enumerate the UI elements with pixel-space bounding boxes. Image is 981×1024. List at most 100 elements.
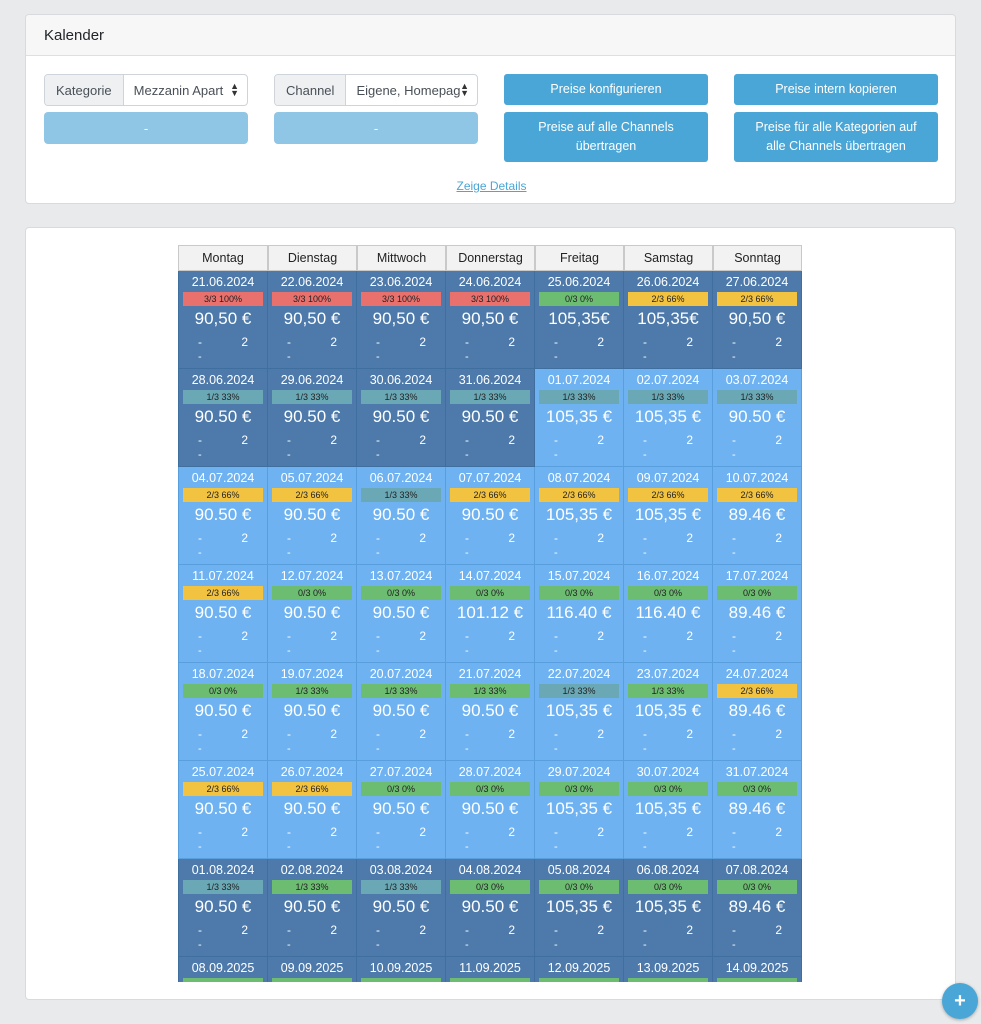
calendar-day-cell[interactable]: 03.07.2024 1/3 33% 90.50 € - 2 - bbox=[713, 369, 802, 467]
day-meta-count: 2 bbox=[419, 825, 426, 839]
day-meta-count: 2 bbox=[686, 923, 693, 937]
calendar-day-cell[interactable]: 01.07.2024 1/3 33% 105,35 € - 2 - bbox=[535, 369, 624, 467]
calendar-day-cell[interactable]: 27.07.2024 0/3 0% 90.50 € - 2 - bbox=[357, 761, 446, 859]
day-price: 90.50 € bbox=[372, 897, 430, 916]
day-sub-dash: - bbox=[287, 351, 291, 363]
calendar-day-cell[interactable]: 02.07.2024 1/3 33% 105,35 € - 2 - bbox=[624, 369, 713, 467]
kategorie-select-group[interactable]: Kategorie Mezzanin Apart ▲ ▼ bbox=[44, 74, 248, 106]
calendar-day-cell[interactable]: 27.06.2024 2/3 66% 90,50 € - 2 - bbox=[713, 271, 802, 369]
zeige-details-link[interactable]: Zeige Details bbox=[456, 179, 527, 193]
calendar-day-cell[interactable]: 16.07.2024 0/3 0% 116.40 € - 2 - bbox=[624, 565, 713, 663]
calendar-day-cell[interactable]: 12.09.2025 bbox=[535, 957, 624, 982]
day-meta-count: 2 bbox=[597, 433, 604, 447]
calendar-day-cell[interactable]: 08.09.2025 bbox=[178, 957, 268, 982]
calendar-day-cell[interactable]: 06.07.2024 1/3 33% 90.50 € - 2 - bbox=[357, 467, 446, 565]
calendar-day-cell[interactable]: 04.08.2024 0/3 0% 90.50 € - 2 - bbox=[446, 859, 535, 957]
day-sub-dash: - bbox=[732, 841, 736, 853]
calendar-day-cell[interactable]: 05.07.2024 2/3 66% 90.50 € - 2 - bbox=[268, 467, 357, 565]
preise-alle-kategorien-button[interactable]: Preise für alle Kategorien auf alle Chan… bbox=[734, 112, 938, 162]
calendar-day-cell[interactable]: 22.06.2024 3/3 100% 90,50 € - 2 - bbox=[268, 271, 357, 369]
preise-konfigurieren-button[interactable]: Preise konfigurieren bbox=[504, 74, 708, 105]
calendar-day-cell[interactable]: 25.07.2024 2/3 66% 90.50 € - 2 - bbox=[178, 761, 268, 859]
calendar-day-cell[interactable]: 04.07.2024 2/3 66% 90.50 € - 2 - bbox=[178, 467, 268, 565]
calendar-day-cell[interactable]: 02.08.2024 1/3 33% 90.50 € - 2 - bbox=[268, 859, 357, 957]
day-sub-dash: - bbox=[732, 743, 736, 755]
day-sub-dash: - bbox=[465, 939, 469, 951]
calendar-day-cell[interactable]: 11.07.2024 2/3 66% 90.50 € - 2 - bbox=[178, 565, 268, 663]
calendar-day-cell[interactable]: 23.06.2024 3/3 100% 90,50 € - 2 - bbox=[357, 271, 446, 369]
calendar-day-cell[interactable]: 09.07.2024 2/3 66% 105,35 € - 2 - bbox=[624, 467, 713, 565]
calendar-day-cell[interactable]: 07.08.2024 0/3 0% 89.46 € - 2 - bbox=[713, 859, 802, 957]
calendar-day-cell[interactable]: 01.08.2024 1/3 33% 90.50 € - 2 - bbox=[178, 859, 268, 957]
occupancy-badge: 2/3 66% bbox=[183, 586, 263, 600]
day-price: 90.50 € bbox=[372, 505, 430, 524]
channel-select[interactable]: Eigene, Homepag ▲ ▼ bbox=[346, 75, 477, 105]
day-date: 21.06.2024 bbox=[191, 275, 255, 289]
calendar-week-row: 11.07.2024 2/3 66% 90.50 € - 2 - 12.07.2024 0/3… bbox=[178, 565, 804, 663]
calendar-day-cell[interactable]: 30.06.2024 1/3 33% 90.50 € - 2 - bbox=[357, 369, 446, 467]
calendar-day-cell[interactable]: 29.07.2024 0/3 0% 105,35 € - 2 - bbox=[535, 761, 624, 859]
preise-alle-channels-button[interactable]: Preise auf alle Channels übertragen bbox=[504, 112, 708, 162]
calendar-day-cell[interactable]: 22.07.2024 1/3 33% 105,35 € - 2 - bbox=[535, 663, 624, 761]
calendar-day-cell[interactable]: 21.06.2024 3/3 100% 90,50 € - 2 - bbox=[178, 271, 268, 369]
day-date: 10.07.2024 bbox=[725, 471, 789, 485]
calendar-day-cell[interactable]: 28.07.2024 0/3 0% 90.50 € - 2 - bbox=[446, 761, 535, 859]
calendar-day-cell[interactable]: 26.06.2024 2/3 66% 105,35€ - 2 - bbox=[624, 271, 713, 369]
calendar-controls-card: Kalender Kategorie Mezzanin Apart ▲ ▼ Cha… bbox=[25, 14, 956, 204]
calendar-day-cell[interactable]: 19.07.2024 1/3 33% 90.50 € - 2 - bbox=[268, 663, 357, 761]
day-date: 08.07.2024 bbox=[547, 471, 611, 485]
calendar-day-cell[interactable]: 03.08.2024 1/3 33% 90.50 € - 2 - bbox=[357, 859, 446, 957]
channel-dash-button[interactable]: - bbox=[274, 112, 478, 144]
day-meta-count: 2 bbox=[775, 727, 782, 741]
calendar-day-cell[interactable]: 18.07.2024 0/3 0% 90.50 € - 2 - bbox=[178, 663, 268, 761]
occupancy-badge: 1/3 33% bbox=[361, 488, 441, 502]
day-date: 07.08.2024 bbox=[725, 863, 789, 877]
calendar-day-cell[interactable]: 20.07.2024 1/3 33% 90.50 € - 2 - bbox=[357, 663, 446, 761]
calendar-week-row: 01.08.2024 1/3 33% 90.50 € - 2 - 02.08.2024 1/3… bbox=[178, 859, 804, 957]
calendar-day-cell[interactable]: 14.07.2024 0/3 0% 101.12 € - 2 - bbox=[446, 565, 535, 663]
calendar-day-cell[interactable]: 07.07.2024 2/3 66% 90.50 € - 2 - bbox=[446, 467, 535, 565]
day-meta-dash: - bbox=[732, 727, 736, 741]
day-meta-dash: - bbox=[465, 727, 469, 741]
calendar-day-cell[interactable]: 26.07.2024 2/3 66% 90.50 € - 2 - bbox=[268, 761, 357, 859]
kategorie-dash-button[interactable]: - bbox=[44, 112, 248, 144]
preise-intern-kopieren-button[interactable]: Preise intern kopieren bbox=[734, 74, 938, 105]
calendar-day-cell[interactable]: 28.06.2024 1/3 33% 90.50 € - 2 - bbox=[178, 369, 268, 467]
day-price: 105,35 € bbox=[634, 505, 702, 524]
calendar-day-cell[interactable]: 09.09.2025 bbox=[268, 957, 357, 982]
calendar-day-cell[interactable]: 05.08.2024 0/3 0% 105,35 € - 2 - bbox=[535, 859, 624, 957]
calendar-day-cell[interactable]: 24.07.2024 2/3 66% 89.46 € - 2 - bbox=[713, 663, 802, 761]
calendar-day-cell[interactable]: 31.06.2024 1/3 33% 90.50 € - 2 - bbox=[446, 369, 535, 467]
day-meta-count: 2 bbox=[597, 727, 604, 741]
calendar-day-cell[interactable]: 29.06.2024 1/3 33% 90.50 € - 2 - bbox=[268, 369, 357, 467]
channel-select-group[interactable]: Channel Eigene, Homepag ▲ ▼ bbox=[274, 74, 478, 106]
calendar-day-cell[interactable]: 10.09.2025 bbox=[357, 957, 446, 982]
calendar-day-cell[interactable]: 14.09.2025 bbox=[713, 957, 802, 982]
calendar-day-cell[interactable]: 12.07.2024 0/3 0% 90.50 € - 2 - bbox=[268, 565, 357, 663]
day-meta-dash: - bbox=[287, 825, 291, 839]
calendar-day-cell[interactable]: 17.07.2024 0/3 0% 89.46 € - 2 - bbox=[713, 565, 802, 663]
kategorie-select[interactable]: Mezzanin Apart ▲ ▼ bbox=[124, 75, 247, 105]
calendar-day-cell[interactable]: 24.06.2024 3/3 100% 90,50 € - 2 - bbox=[446, 271, 535, 369]
calendar-day-cell[interactable]: 10.07.2024 2/3 66% 89.46 € - 2 - bbox=[713, 467, 802, 565]
calendar-day-cell[interactable]: 21.07.2024 1/3 33% 90.50 € - 2 - bbox=[446, 663, 535, 761]
calendar-day-cell[interactable]: 30.07.2024 0/3 0% 105,35 € - 2 - bbox=[624, 761, 713, 859]
day-price: 116.40 € bbox=[546, 603, 612, 622]
calendar-day-cell[interactable]: 31.07.2024 0/3 0% 89.46 € - 2 - bbox=[713, 761, 802, 859]
day-meta-count: 2 bbox=[330, 335, 337, 349]
day-price: 90.50 € bbox=[283, 603, 341, 622]
day-sub-dash: - bbox=[198, 841, 202, 853]
calendar-day-cell[interactable]: 23.07.2024 1/3 33% 105,35 € - 2 - bbox=[624, 663, 713, 761]
day-price: 90.50 € bbox=[728, 407, 786, 426]
day-date: 25.06.2024 bbox=[547, 275, 611, 289]
calendar-day-cell[interactable]: 15.07.2024 0/3 0% 116.40 € - 2 - bbox=[535, 565, 624, 663]
day-sub-dash: - bbox=[287, 743, 291, 755]
add-floating-button[interactable]: + bbox=[942, 983, 978, 1019]
day-sub-dash: - bbox=[554, 547, 558, 559]
calendar-day-cell[interactable]: 08.07.2024 2/3 66% 105,35 € - 2 - bbox=[535, 467, 624, 565]
calendar-day-cell[interactable]: 06.08.2024 0/3 0% 105,35 € - 2 - bbox=[624, 859, 713, 957]
calendar-day-cell[interactable]: 25.06.2024 0/3 0% 105,35€ - 2 - bbox=[535, 271, 624, 369]
calendar-day-cell[interactable]: 13.07.2024 0/3 0% 90.50 € - 2 - bbox=[357, 565, 446, 663]
calendar-day-cell[interactable]: 11.09.2025 bbox=[446, 957, 535, 982]
calendar-day-cell[interactable]: 13.09.2025 bbox=[624, 957, 713, 982]
